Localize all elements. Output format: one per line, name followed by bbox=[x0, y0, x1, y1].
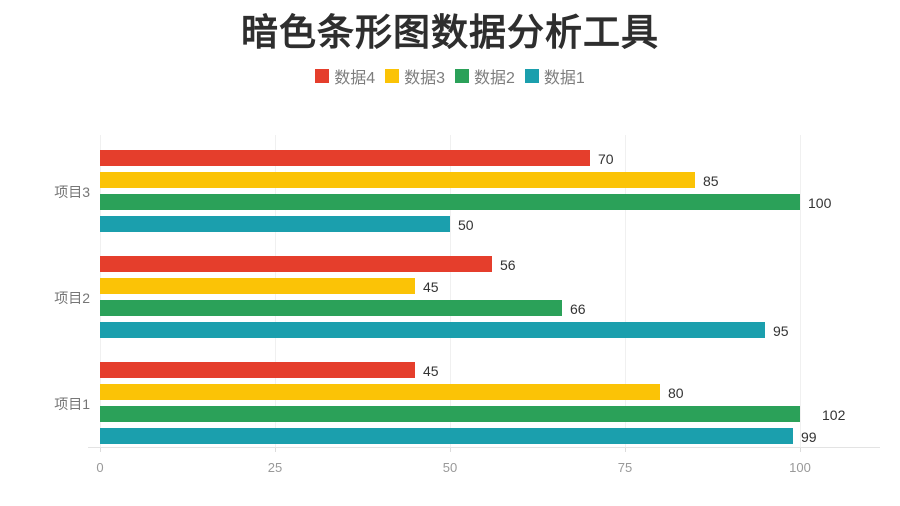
value-label-数据1-项目1: 99 bbox=[801, 429, 817, 445]
legend-item-label: 数据3 bbox=[404, 70, 445, 87]
bar-数据3-项目2 bbox=[100, 278, 415, 294]
value-label-数据2-项目3: 100 bbox=[808, 195, 832, 211]
gridline-x-75 bbox=[625, 135, 626, 447]
x-tick-label: 25 bbox=[267, 460, 283, 475]
value-label-数据3-项目3: 85 bbox=[703, 173, 719, 189]
bar-数据1-项目2 bbox=[100, 322, 765, 338]
x-tick-label: 0 bbox=[96, 460, 104, 475]
bar-数据4-项目2 bbox=[100, 256, 492, 272]
value-label-数据2-项目1: 102 bbox=[822, 407, 846, 423]
x-axis-line bbox=[88, 447, 880, 448]
value-label-数据3-项目1: 80 bbox=[668, 385, 684, 401]
bar-数据4-项目3 bbox=[100, 150, 590, 166]
category-label-项目1: 项目1 bbox=[54, 396, 90, 412]
legend-swatch-icon bbox=[455, 69, 469, 83]
value-label-数据2-项目2: 66 bbox=[570, 301, 586, 317]
x-tick-mark bbox=[275, 447, 276, 452]
legend-item-数据4[interactable]: 数据4 bbox=[315, 64, 375, 88]
legend-item-数据1[interactable]: 数据1 bbox=[524, 64, 585, 88]
x-tick-mark bbox=[450, 447, 451, 452]
value-label-数据4-项目3: 70 bbox=[598, 151, 614, 167]
x-tick-mark bbox=[100, 447, 101, 452]
bar-数据2-项目2 bbox=[100, 300, 562, 316]
value-label-数据4-项目2: 56 bbox=[500, 257, 516, 273]
value-label-数据3-项目2: 45 bbox=[423, 279, 439, 295]
x-tick-mark bbox=[625, 447, 626, 452]
legend-swatch-icon bbox=[524, 69, 539, 83]
value-label-数据1-项目3: 50 bbox=[458, 217, 474, 233]
value-label-数据4-项目1: 45 bbox=[423, 363, 439, 379]
legend-item-label: 数据4 bbox=[334, 70, 376, 87]
chart-title: 暗色条形图数据分析工具 bbox=[241, 12, 659, 53]
bar-数据3-项目1 bbox=[100, 384, 660, 400]
legend-swatch-icon bbox=[385, 69, 400, 83]
bar-数据3-项目3 bbox=[100, 172, 695, 188]
category-label-项目3: 项目3 bbox=[54, 184, 90, 200]
x-tick-label: 100 bbox=[789, 460, 811, 475]
legend-item-数据2[interactable]: 数据2 bbox=[455, 64, 515, 88]
legend-item-label: 数据1 bbox=[543, 70, 585, 87]
legend-item-数据3[interactable]: 数据3 bbox=[385, 64, 445, 88]
x-tick-mark bbox=[800, 447, 801, 452]
legend-item-label: 数据2 bbox=[474, 70, 515, 87]
bar-数据2-项目3 bbox=[100, 194, 800, 210]
value-label-数据1-项目2: 95 bbox=[773, 323, 789, 339]
bar-数据2-项目1 bbox=[100, 406, 800, 422]
bar-数据4-项目1 bbox=[100, 362, 415, 378]
gridline-x-50 bbox=[450, 135, 451, 447]
legend-swatch-icon bbox=[315, 69, 330, 83]
bar-数据1-项目3 bbox=[100, 216, 450, 232]
chart-legend: 数据4 数据3 数据2 数据1 bbox=[0, 64, 900, 88]
x-tick-label: 75 bbox=[617, 460, 633, 475]
bar-数据1-项目1 bbox=[100, 428, 793, 444]
x-tick-label: 50 bbox=[442, 460, 458, 475]
category-label-项目2: 项目2 bbox=[54, 290, 90, 306]
gridline-x-100 bbox=[800, 135, 801, 447]
